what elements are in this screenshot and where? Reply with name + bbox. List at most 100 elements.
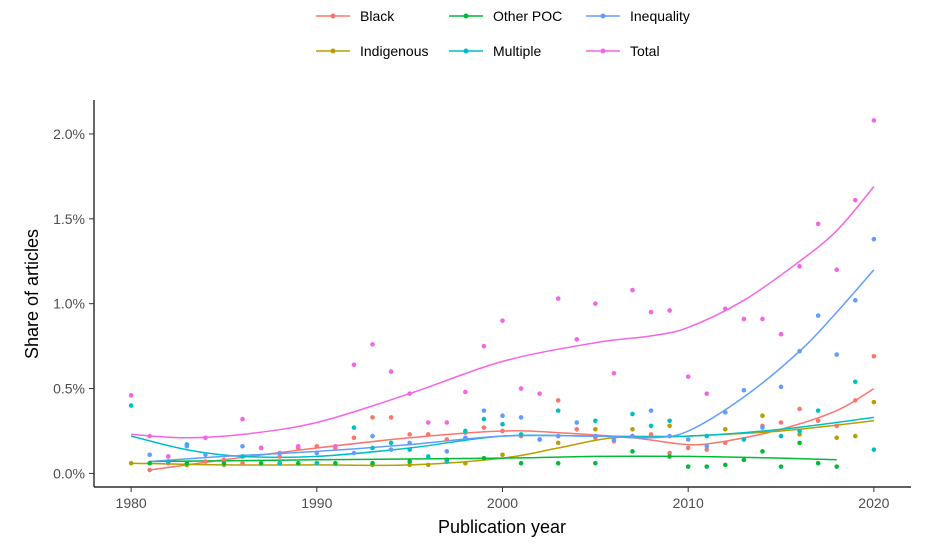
point-inequality — [852, 297, 858, 303]
point-total — [852, 197, 858, 203]
point-multiple — [852, 379, 858, 385]
y-tick-label: 1.5% — [53, 211, 85, 227]
point-black — [481, 425, 487, 430]
x-tick-label: 1980 — [116, 495, 147, 511]
point-inequality — [370, 433, 375, 439]
point-inequality — [834, 352, 840, 357]
point-multiple — [425, 454, 431, 459]
point-inequality — [815, 313, 821, 318]
point-total — [388, 369, 394, 374]
point-multiple — [741, 437, 747, 442]
trend-lines — [130, 186, 875, 471]
x-tick-label: 2000 — [487, 495, 518, 511]
point-total — [704, 391, 710, 396]
point-total — [295, 443, 301, 449]
point-inequality — [667, 433, 672, 439]
point-inequality — [518, 415, 524, 420]
y-tick-label: 2.0% — [53, 126, 85, 142]
legend-key-point — [330, 13, 336, 19]
point-black — [388, 415, 394, 420]
point-multiple — [165, 459, 171, 464]
point-black — [667, 450, 672, 456]
point-multiple — [351, 425, 357, 430]
point-other-poc — [760, 449, 765, 454]
point-total — [463, 389, 468, 395]
point-total — [518, 386, 524, 391]
point-black — [574, 426, 580, 432]
point-black — [834, 423, 840, 429]
point-inequality — [407, 440, 412, 446]
point-multiple — [407, 447, 412, 452]
point-inequality — [463, 435, 468, 441]
point-total — [203, 435, 208, 441]
point-other-poc — [741, 457, 747, 463]
point-other-poc — [797, 440, 802, 446]
point-total — [147, 433, 153, 439]
point-black — [277, 454, 282, 459]
point-indigenous — [128, 460, 134, 466]
y-tick-label: 1.0% — [53, 296, 85, 312]
point-multiple — [797, 428, 802, 434]
point-multiple — [370, 445, 375, 451]
point-indigenous — [871, 399, 877, 405]
point-other-poc — [333, 460, 338, 466]
point-black — [351, 435, 357, 441]
y-tick-label: 0.0% — [53, 465, 85, 481]
point-black — [203, 459, 208, 464]
point-total — [611, 370, 617, 376]
point-indigenous — [463, 460, 468, 466]
point-total — [630, 287, 635, 293]
point-total — [648, 309, 654, 315]
point-black — [815, 418, 821, 424]
point-inequality — [537, 437, 542, 442]
point-multiple — [871, 447, 877, 452]
point-black — [407, 432, 412, 437]
legend-label: Total — [630, 43, 660, 59]
point-other-poc — [630, 449, 635, 454]
legend-label: Multiple — [493, 43, 541, 59]
point-inequality — [704, 443, 710, 449]
point-indigenous — [667, 423, 672, 429]
point-other-poc — [593, 460, 598, 466]
point-black — [685, 445, 691, 451]
point-indigenous — [852, 433, 858, 439]
x-tick-label: 1990 — [301, 495, 332, 511]
point-multiple — [704, 433, 710, 439]
point-indigenous — [760, 413, 765, 419]
point-other-poc — [834, 464, 840, 469]
legend-label: Other POC — [493, 8, 562, 24]
trend-line-other-poc — [149, 455, 837, 463]
point-black — [444, 437, 450, 442]
point-indigenous — [593, 426, 598, 432]
point-inequality — [481, 408, 487, 413]
point-multiple — [128, 403, 134, 408]
point-other-poc — [685, 464, 691, 469]
point-inequality — [203, 452, 208, 458]
legend-item-inequality: Inequality — [586, 8, 690, 24]
point-total — [723, 306, 728, 312]
legend-item-total: Total — [586, 43, 660, 59]
point-total — [574, 337, 580, 342]
legend-label: Black — [360, 8, 395, 24]
point-other-poc — [778, 464, 784, 469]
point-inequality — [778, 384, 784, 390]
point-other-poc — [667, 454, 672, 459]
point-inequality — [314, 450, 320, 456]
point-black — [871, 354, 877, 359]
y-axis-title: Share of articles — [22, 229, 42, 359]
point-multiple — [630, 411, 635, 417]
legend-item-multiple: Multiple — [449, 43, 541, 59]
point-total — [500, 318, 505, 323]
point-black — [221, 457, 227, 463]
point-other-poc — [370, 460, 375, 466]
point-total — [815, 221, 821, 227]
point-inequality — [500, 413, 505, 419]
point-indigenous — [834, 435, 840, 441]
point-total — [667, 308, 672, 313]
point-inequality — [630, 433, 635, 439]
point-inequality — [797, 348, 802, 354]
point-multiple — [314, 460, 320, 466]
point-total — [425, 420, 431, 425]
point-black — [778, 420, 784, 425]
